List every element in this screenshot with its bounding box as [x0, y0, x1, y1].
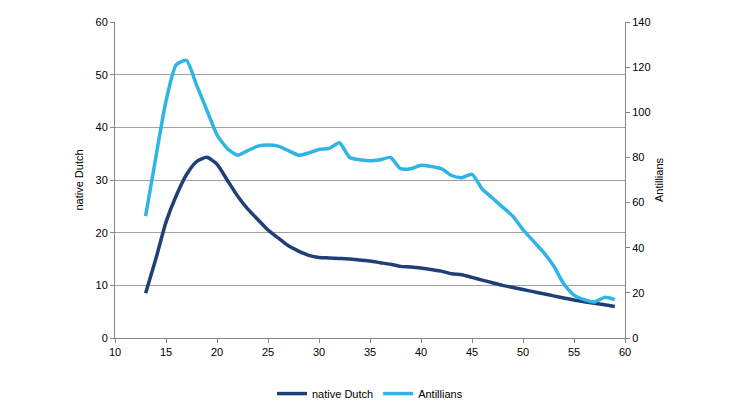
svg-text:45: 45: [466, 346, 478, 358]
svg-text:40: 40: [415, 346, 427, 358]
svg-text:35: 35: [364, 346, 376, 358]
svg-text:60: 60: [632, 196, 644, 208]
svg-text:20: 20: [211, 346, 223, 358]
svg-text:55: 55: [568, 346, 580, 358]
svg-text:120: 120: [632, 61, 650, 73]
svg-text:20: 20: [632, 287, 644, 299]
svg-text:Antillians: Antillians: [418, 388, 463, 400]
svg-text:60: 60: [96, 16, 108, 28]
svg-text:30: 30: [313, 346, 325, 358]
svg-text:100: 100: [632, 106, 650, 118]
svg-text:0: 0: [102, 332, 108, 344]
svg-text:native Dutch: native Dutch: [312, 388, 373, 400]
svg-text:50: 50: [96, 69, 108, 81]
svg-text:10: 10: [109, 346, 121, 358]
svg-text:0: 0: [632, 332, 638, 344]
svg-text:20: 20: [96, 227, 108, 239]
svg-text:30: 30: [96, 174, 108, 186]
svg-text:50: 50: [517, 346, 529, 358]
svg-text:60: 60: [619, 346, 631, 358]
svg-text:80: 80: [632, 151, 644, 163]
svg-text:40: 40: [96, 121, 108, 133]
svg-text:native Dutch: native Dutch: [73, 149, 85, 210]
svg-text:10: 10: [96, 279, 108, 291]
svg-text:140: 140: [632, 16, 650, 28]
svg-text:Antillians: Antillians: [653, 157, 665, 202]
svg-text:40: 40: [632, 242, 644, 254]
svg-text:25: 25: [262, 346, 274, 358]
svg-text:15: 15: [160, 346, 172, 358]
